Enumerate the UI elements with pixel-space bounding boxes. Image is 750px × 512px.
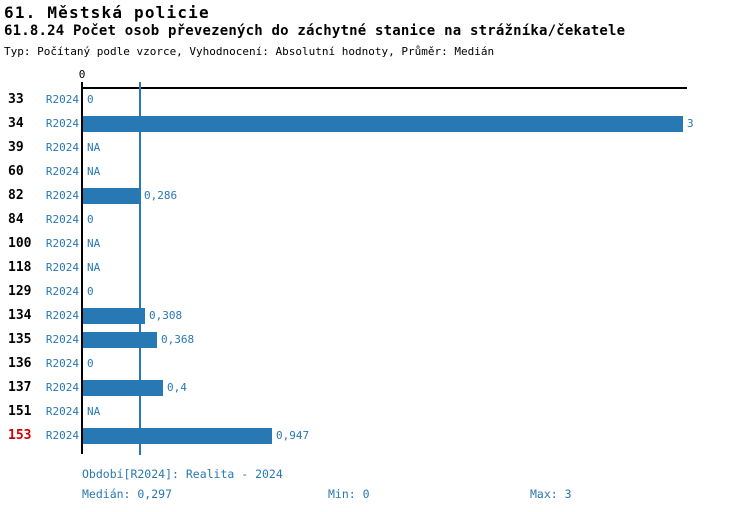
bar-value-label: 3 bbox=[687, 117, 694, 130]
row-period-label: R2024 bbox=[45, 429, 79, 442]
stat-max: Max: 3 bbox=[530, 487, 572, 501]
row-period-label: R2024 bbox=[45, 285, 79, 298]
stat-median: Medián: 0,297 bbox=[82, 487, 173, 501]
row-code-label: 129 bbox=[8, 284, 32, 299]
page-title: 61. Městská policie bbox=[4, 3, 210, 22]
row-code-label: 153 bbox=[8, 428, 32, 443]
legend-period: Období[R2024]: Realita - 2024 bbox=[82, 467, 283, 481]
row-period-label: R2024 bbox=[45, 165, 79, 178]
bar-value-label: NA bbox=[87, 237, 101, 250]
row-code-label: 134 bbox=[8, 308, 32, 323]
bar bbox=[83, 380, 163, 396]
row-period-label: R2024 bbox=[45, 93, 79, 106]
bar-value-label: NA bbox=[87, 141, 101, 154]
x-axis-line bbox=[82, 87, 687, 89]
row-code-label: 60 bbox=[8, 164, 24, 179]
bar-value-label: NA bbox=[87, 405, 101, 418]
row-code-label: 33 bbox=[8, 92, 24, 107]
row-period-label: R2024 bbox=[45, 381, 79, 394]
bar-value-label: NA bbox=[87, 165, 101, 178]
chart-meta-line: Typ: Počítaný podle vzorce, Vyhodnocení:… bbox=[4, 45, 495, 58]
row-code-label: 137 bbox=[8, 380, 32, 395]
row-period-label: R2024 bbox=[45, 333, 79, 346]
chart-title: 61.8.24 Počet osob převezených do záchyt… bbox=[4, 23, 626, 39]
row-code-label: 100 bbox=[8, 236, 32, 251]
row-code-label: 39 bbox=[8, 140, 24, 155]
bar-value-label: 0 bbox=[87, 357, 94, 370]
bar bbox=[83, 116, 683, 132]
bar-value-label: 0,4 bbox=[167, 381, 187, 394]
stat-min: Min: 0 bbox=[328, 487, 370, 501]
bar-value-label: NA bbox=[87, 261, 101, 274]
bar-value-label: 0,947 bbox=[276, 429, 310, 442]
row-period-label: R2024 bbox=[45, 141, 79, 154]
bar-value-label: 0,286 bbox=[144, 189, 178, 202]
row-code-label: 136 bbox=[8, 356, 32, 371]
median-reference-line bbox=[139, 82, 141, 455]
row-code-label: 84 bbox=[8, 212, 24, 227]
bar-value-label: 0 bbox=[87, 285, 94, 298]
bar bbox=[83, 188, 140, 204]
row-code-label: 151 bbox=[8, 404, 32, 419]
row-code-label: 118 bbox=[8, 260, 32, 275]
row-period-label: R2024 bbox=[45, 261, 79, 274]
row-period-label: R2024 bbox=[45, 357, 79, 370]
y-axis-line bbox=[81, 87, 83, 454]
x-axis-tick-label: 0 bbox=[78, 68, 86, 81]
bar-value-label: 0,368 bbox=[161, 333, 195, 346]
bar-value-label: 0 bbox=[87, 93, 94, 106]
bar bbox=[83, 308, 145, 324]
row-period-label: R2024 bbox=[45, 237, 79, 250]
bar-value-label: 0,308 bbox=[149, 309, 183, 322]
bar bbox=[83, 428, 272, 444]
row-period-label: R2024 bbox=[45, 189, 79, 202]
row-period-label: R2024 bbox=[45, 117, 79, 130]
row-code-label: 34 bbox=[8, 116, 24, 131]
bar-value-label: 0 bbox=[87, 213, 94, 226]
row-code-label: 135 bbox=[8, 332, 32, 347]
bar bbox=[83, 332, 157, 348]
row-period-label: R2024 bbox=[45, 405, 79, 418]
row-period-label: R2024 bbox=[45, 309, 79, 322]
row-period-label: R2024 bbox=[45, 213, 79, 226]
row-code-label: 82 bbox=[8, 188, 24, 203]
